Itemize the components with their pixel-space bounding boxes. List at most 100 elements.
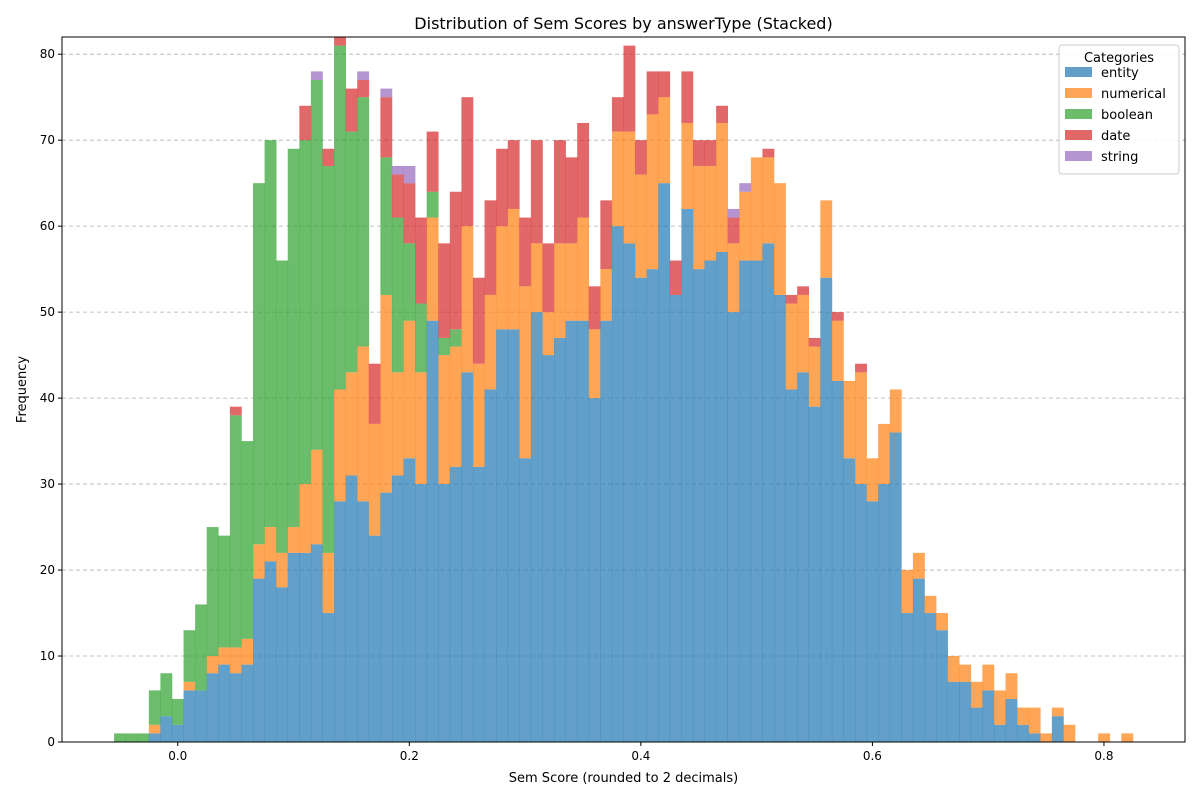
bar-numerical <box>797 294 810 373</box>
bar-entity <box>148 733 161 742</box>
y-axis-ticks: 0 10 20 30 40 50 60 70 80 <box>40 47 62 749</box>
bar-numerical <box>785 303 798 390</box>
bar-numerical <box>345 372 358 476</box>
bar-entity <box>762 243 775 742</box>
bar-numerical <box>148 724 161 734</box>
bar-boolean <box>125 733 138 742</box>
bar-date <box>577 122 590 218</box>
bar-entity <box>646 269 659 742</box>
bar-boolean <box>195 604 208 691</box>
bar-numerical <box>287 527 300 553</box>
bar-boolean <box>403 243 416 321</box>
bar-date <box>322 148 335 166</box>
bar-entity <box>438 484 451 742</box>
bar-numerical <box>1063 724 1076 742</box>
bar-date <box>334 37 346 46</box>
bar-entity <box>912 578 925 742</box>
bar-numerical <box>901 570 914 614</box>
bar-numerical <box>426 217 439 321</box>
bar-entity <box>195 690 208 742</box>
legend-swatch-numerical <box>1065 88 1092 98</box>
bar-entity <box>299 552 312 742</box>
bar-date <box>519 217 532 287</box>
bar-boolean <box>160 673 173 717</box>
bar-boolean <box>229 415 242 648</box>
bar-entity <box>750 260 763 742</box>
legend-label-date: date <box>1101 129 1130 144</box>
bar-numerical <box>206 656 219 674</box>
bar-entity <box>496 329 509 742</box>
bar-numerical <box>866 458 879 502</box>
x-axis-label: Sem Score (rounded to 2 decimals) <box>509 771 738 786</box>
bar-date <box>646 71 659 115</box>
bar-numerical <box>843 380 856 459</box>
bar-numerical <box>600 269 613 321</box>
bar-numerical <box>750 157 763 261</box>
bar-numerical <box>229 647 242 674</box>
bar-entity <box>334 501 346 742</box>
bar-string <box>739 183 752 192</box>
bar-entity <box>160 716 173 742</box>
bar-entity <box>426 320 439 742</box>
bar-string <box>391 165 404 175</box>
bar-numerical <box>461 226 474 373</box>
bar-date <box>565 157 578 244</box>
bar-boolean <box>241 441 254 639</box>
bar-boolean <box>345 131 358 373</box>
bar-entity <box>253 578 265 742</box>
bar-entity <box>611 226 624 742</box>
bar-entity <box>993 724 1006 742</box>
bar-boolean <box>206 527 219 657</box>
bar-entity <box>936 630 948 742</box>
y-tick-label: 40 <box>40 391 55 405</box>
bar-date <box>449 191 462 330</box>
bar-entity <box>171 724 184 742</box>
bar-numerical <box>542 312 555 356</box>
bar-entity <box>588 398 601 742</box>
bar-entity <box>716 251 728 742</box>
bar-numerical <box>264 527 277 562</box>
bar-entity <box>472 466 485 742</box>
bar-entity <box>1005 699 1018 742</box>
bar-boolean <box>391 217 404 373</box>
bar-numerical <box>658 97 671 184</box>
bar-entity <box>206 673 219 742</box>
bar-numerical <box>855 372 867 485</box>
bar-boolean <box>334 45 346 390</box>
bar-numerical <box>368 423 381 536</box>
bar-entity <box>774 294 786 742</box>
bar-date <box>623 45 636 132</box>
bar-numerical <box>415 372 427 485</box>
bar-entity <box>831 380 844 742</box>
bar-numerical <box>912 552 925 579</box>
x-tick-label: 0.0 <box>168 749 187 763</box>
bar-boolean <box>218 535 231 648</box>
bar-entity <box>1028 733 1041 742</box>
bar-numerical <box>924 595 937 614</box>
bar-boolean <box>264 140 277 528</box>
bar-entity <box>403 458 416 742</box>
bar-numerical <box>993 690 1006 725</box>
bar-numerical <box>716 122 728 252</box>
bar-entity <box>600 320 613 742</box>
bar-numerical <box>936 613 948 631</box>
bar-date <box>507 140 520 209</box>
bar-numerical <box>357 346 370 502</box>
bar-date <box>299 105 312 141</box>
bar-date <box>484 200 497 295</box>
bar-boolean <box>276 260 289 553</box>
bar-numerical <box>1098 733 1111 742</box>
bar-entity <box>542 355 555 742</box>
bar-entity <box>1017 724 1030 742</box>
bar-date <box>797 286 810 295</box>
bar-date <box>345 88 358 132</box>
bar-boolean <box>299 140 312 485</box>
bar-date <box>785 294 798 304</box>
bar-entity <box>866 501 879 742</box>
bar-numerical <box>507 208 520 330</box>
bar-numerical <box>681 122 694 209</box>
bar-date <box>391 174 404 218</box>
bar-numerical <box>947 656 960 682</box>
bar-numerical <box>820 200 833 278</box>
histogram-bars <box>114 37 1134 742</box>
